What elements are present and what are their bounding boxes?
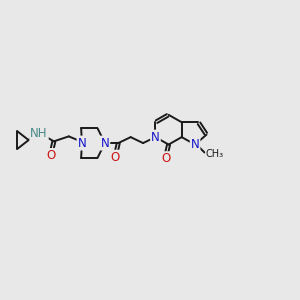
Text: N: N <box>191 138 200 151</box>
Text: N: N <box>77 136 86 150</box>
Text: CH₃: CH₃ <box>206 149 224 159</box>
Text: N: N <box>151 130 160 144</box>
Text: NH: NH <box>30 128 48 140</box>
Text: O: O <box>111 151 120 164</box>
Text: O: O <box>161 152 170 165</box>
Text: N: N <box>100 136 109 150</box>
Text: O: O <box>46 149 56 162</box>
